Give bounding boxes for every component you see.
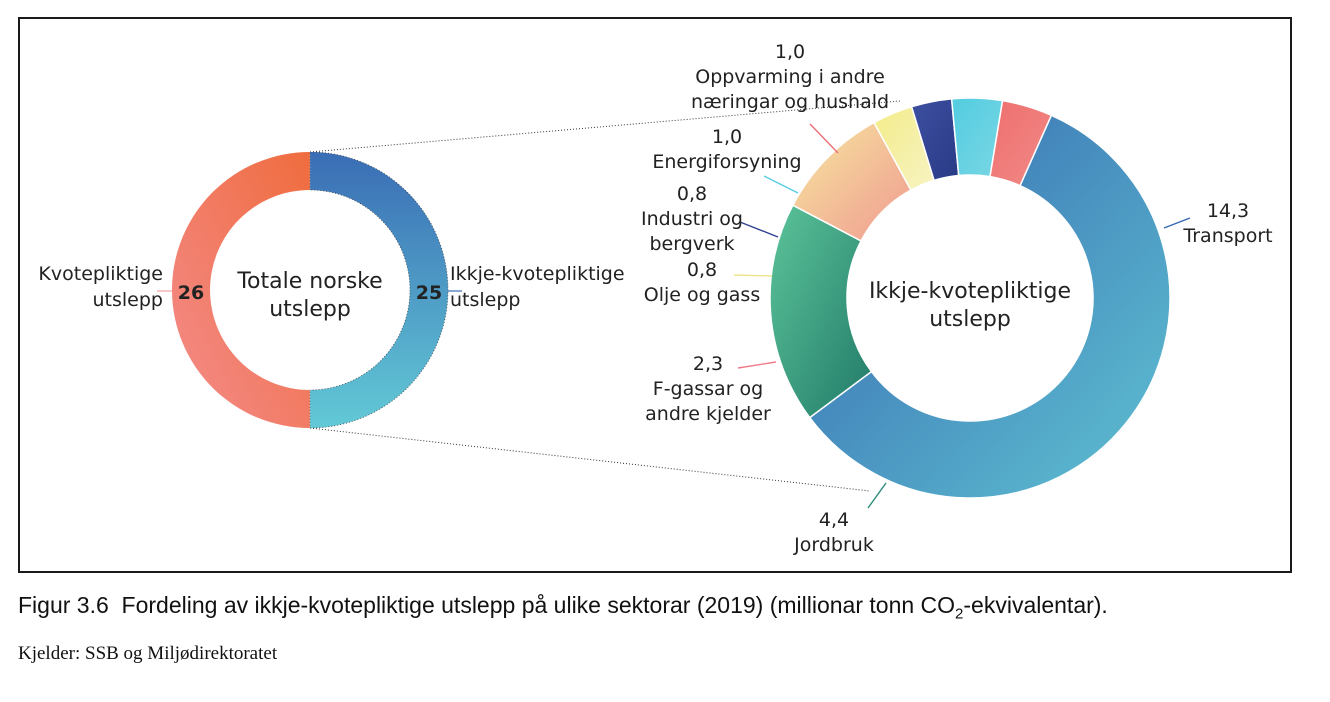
leader-jordbruk	[867, 482, 887, 509]
caption-text-end: -ekvivalentar).	[963, 592, 1108, 618]
label-oppvarming-i-andre-n-ringar-og-hushald: 1,0 Oppvarming i andre næringar og hushald	[691, 41, 889, 113]
donut-non-quota-emissions	[769, 97, 1171, 499]
label-kvotepliktige-utslepp: Kvotepliktige utslepp	[38, 263, 163, 311]
figure-number: Figur 3.6	[18, 592, 109, 618]
chart-labels: Totale norske utslepp 25 26 Ikkje-kvoteplikt…	[38, 41, 1272, 556]
slice-jordbruk	[769, 204, 873, 419]
donut-total-emissions	[172, 151, 449, 429]
label-olje-og-gass: 0,8 Olje og gass	[644, 259, 760, 306]
value-label-ikkje-kvotepliktige-utslepp: 25	[416, 282, 442, 304]
source-note: Kjelder: SSB og Miljødirektoratet	[18, 643, 278, 664]
label-energiforsyning: 1,0 Energiforsyning	[652, 126, 801, 173]
label-jordbruk: 4,4 Jordbruk	[793, 509, 874, 556]
donut-right-center-title: Ikkje-kvotepliktige utslepp	[869, 279, 1071, 332]
zoom-connector-lines	[309, 100, 901, 492]
connector-bottom	[309, 427, 871, 492]
slice-ikkje-kvotepliktige-utslepp	[310, 152, 448, 428]
chart-frame	[18, 17, 1292, 573]
value-label-kvotepliktige-utslepp: 26	[178, 282, 204, 304]
donut-left-center-title: Totale norske utslepp	[236, 269, 382, 322]
leader-transport	[1163, 217, 1191, 229]
leader-industri-og-bergverk	[739, 221, 779, 238]
label-transport: 14,3 Transport	[1182, 200, 1272, 247]
slice-oppvarming-i-andre-n-ringar-og-hushald	[989, 99, 1053, 187]
caption-text: Fordeling av ikkje-kvotepliktige utslepp…	[121, 592, 956, 618]
slice-kvotepliktige-utslepp	[172, 152, 310, 428]
label-industri-og-bergverk: 0,8 Industri og bergverk	[641, 183, 743, 255]
label-ikkje-kvotepliktige-utslepp: Ikkje-kvotepliktige utslepp	[450, 263, 625, 311]
chart-svg: Totale norske utslepp 25 26 Ikkje-kvoteplikt…	[38, 41, 1272, 556]
slice-transport	[808, 114, 1171, 499]
figure-caption: Figur 3.6 Fordeling av ikkje-kvoteplikti…	[18, 592, 1318, 623]
leader-olje-og-gass	[733, 274, 773, 277]
caption-subscript: 2	[955, 605, 964, 623]
leader-energiforsyning	[763, 175, 799, 194]
leader-oppvarming-i-andre-n-ringar-og-hushald	[809, 123, 839, 154]
label-f-gassar-og-andre-kjelder: 2,3 F-gassar og andre kjelder	[645, 353, 771, 425]
leader-f-gassar-og-andre-kjelder	[737, 361, 777, 369]
